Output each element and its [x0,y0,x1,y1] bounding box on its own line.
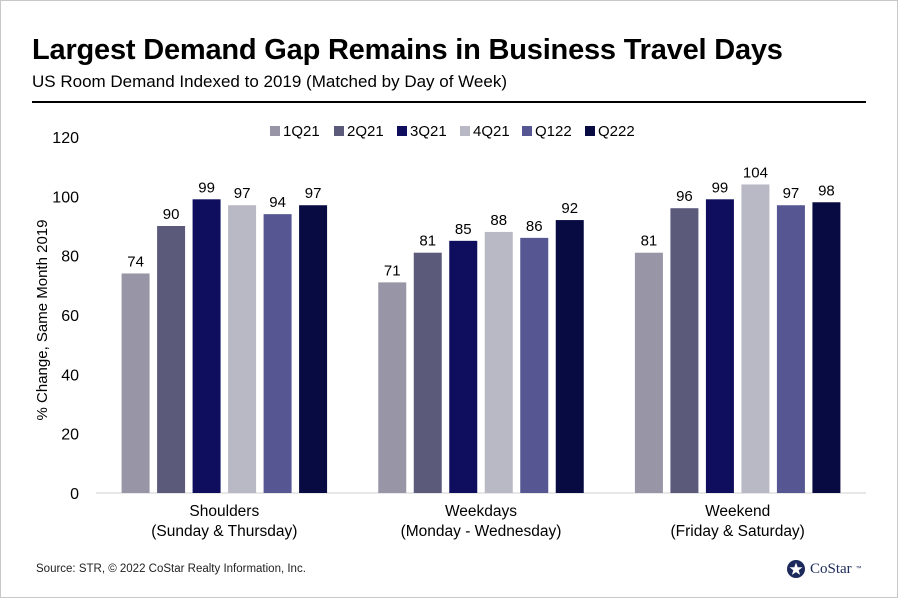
data-label: 99 [712,179,729,196]
y-axis-title: % Change, Same Month 2019 [34,220,51,421]
bar-q122-0 [263,214,292,493]
data-label: 96 [676,188,693,205]
costar-logo: CoStar ™ [786,556,862,582]
y-tick-label: 80 [61,249,79,266]
data-label: 74 [127,253,144,270]
bar-4q21-2 [741,184,770,493]
y-tick-label: 20 [61,427,79,444]
data-label: 90 [163,206,180,223]
source-note: Source: STR, © 2022 CoStar Realty Inform… [36,563,306,575]
bar-1q21-1 [378,282,407,493]
bar-2q21-1 [413,252,442,493]
logo-text: CoStar [810,560,852,577]
bar-q222-1 [555,220,584,494]
data-label: 104 [743,164,768,181]
data-label: 98 [818,182,835,199]
x-tick-label: Weekdays [445,503,517,520]
y-tick-label: 0 [70,486,79,503]
legend-label: 2Q21 [347,123,384,140]
bar-2q21-2 [670,208,699,493]
data-label: 97 [305,185,322,202]
data-label: 71 [384,262,401,279]
chart-title: Largest Demand Gap Remains in Business T… [32,34,783,66]
data-label: 92 [561,200,578,217]
y-tick-label: 100 [52,189,79,206]
legend-label: Q122 [535,123,572,140]
legend-label: 1Q21 [283,123,320,140]
bar-1q21-0 [121,273,150,493]
data-label: 97 [783,185,800,202]
data-label: 88 [490,212,507,229]
legend-label: 3Q21 [410,123,447,140]
x-tick-label: (Sunday & Thursday) [151,523,297,540]
bar-3q21-2 [705,199,734,494]
data-label: 97 [234,185,251,202]
bar-4q21-0 [228,205,257,493]
data-label: 81 [641,233,658,250]
y-tick-label: 60 [61,308,79,325]
bar-q122-2 [776,205,805,493]
bar-q222-0 [299,205,328,493]
title-divider [32,101,866,103]
bar-4q21-1 [484,231,513,493]
legend-swatch [334,126,344,136]
legend-label: 4Q21 [473,123,510,140]
legend-swatch [522,126,532,136]
data-label: 99 [198,179,215,196]
logo-trademark: ™ [855,566,862,572]
bar-3q21-1 [449,240,478,493]
bar-q222-2 [812,202,841,493]
legend-swatch [270,126,280,136]
data-label: 81 [419,233,436,250]
data-label: 94 [269,194,286,211]
legend-swatch [585,126,595,136]
y-tick-label: 40 [61,367,79,384]
bar-2q21-0 [157,226,186,493]
x-tick-label: (Friday & Saturday) [670,523,804,540]
legend-swatch [460,126,470,136]
x-tick-label: (Monday - Wednesday) [401,523,562,540]
data-label: 85 [455,221,472,238]
data-label: 86 [526,218,543,235]
bar-1q21-2 [634,252,663,493]
bar-3q21-0 [192,199,221,494]
legend-swatch [397,126,407,136]
y-tick-label: 120 [52,130,79,147]
x-tick-label: Weekend [705,503,770,520]
x-tick-label: Shoulders [189,503,259,520]
costar-star-icon [787,560,805,578]
bar-q122-1 [520,237,549,493]
legend-label: Q222 [598,123,635,140]
chart-subtitle: US Room Demand Indexed to 2019 (Matched … [32,72,507,91]
